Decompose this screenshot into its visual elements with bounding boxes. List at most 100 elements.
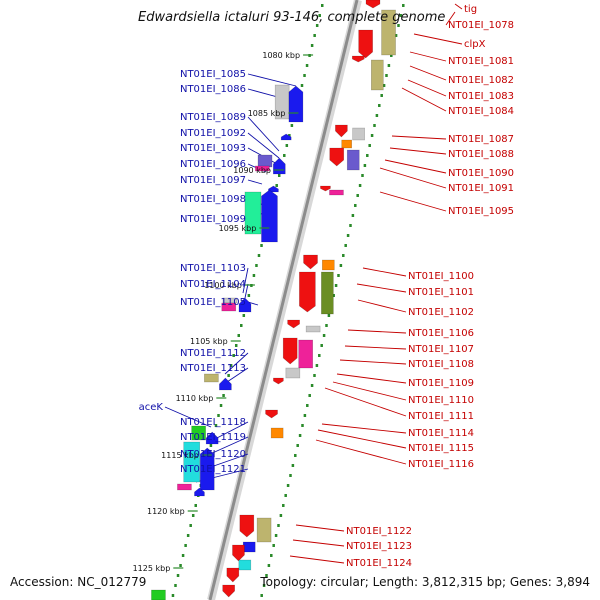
track-dot-right [363,164,367,167]
tick-label-1100-kbp: 1100 kbp [204,281,242,290]
feature-nt01ei-1104 [221,302,237,312]
leader-nt01ei-1122 [295,524,345,532]
feature-nt01ei-1124 [238,559,252,571]
leader-nt01ei-1087 [391,135,447,140]
track-dot-right [375,114,379,117]
leader-nt01ei-1110 [332,381,407,401]
leader-nt01ei-1120 [207,453,249,469]
left-gene-labels: NT01EI_1085 NT01EI_1086 NT01EI_1089 NT01EI_… [139,69,246,475]
track-dot-right [354,204,357,207]
track-dot-right [337,274,340,277]
track-dot-right [270,554,273,557]
tick-label-1115-kbp: 1115 kbp [161,451,199,460]
leader-nt01ei-1103 [242,267,249,294]
track-dot-left [232,354,235,357]
position-ticks: 1080 kbp 1085 kbp 1090 kbp 1095 kbp 1100 kbp… [133,51,314,573]
track-dot-right [402,4,405,7]
feature-nt01ei-1123 [242,541,256,553]
label-tig: tig [464,4,477,15]
track-dot-right [380,94,383,97]
track-dot-left [260,244,263,247]
track-dot-right [332,294,335,297]
gene-nt01ei-1125 [222,584,235,598]
label-nt01ei-1087: NT01EI_1087 [448,134,514,145]
track-dot-left [310,44,314,47]
feature-nt01ei-1121 [177,483,192,491]
track-dot-right [315,364,319,367]
track-dot-left [320,4,324,7]
feature-nt01ei-1088 [352,127,365,141]
track-dot-left [288,134,291,137]
track-dot-left [242,314,246,317]
track-dot-right [397,24,400,27]
track-dot-right [344,244,347,247]
track-dot-left [247,294,251,297]
leader-nt01ei-1090 [384,159,447,174]
track-dot-left [214,424,218,427]
leader-nt01ei-1092 [247,132,280,159]
feature-nt01ei-1126 [151,589,166,600]
feature-nt01ei-1090 [341,139,353,149]
leader-nt01ei-1107 [344,345,407,350]
leader-nt01ei-1123 [292,539,345,547]
leader-nt01ei-1102 [357,299,407,313]
backbone-line [208,0,359,600]
feature-nt01ei-1119 [183,441,201,483]
gene-features [151,0,396,600]
track-dot-left [285,144,289,147]
leader-nt01ei-1100 [362,267,407,277]
leader-nt01ei-1101 [356,283,407,293]
feature-acek [191,425,206,441]
track-dot-right [334,284,338,287]
leader-nt01ei-1078 [445,11,456,26]
tick-label-1085-kbp: 1085 kbp [248,109,286,118]
leader-nt01ei-1104 [244,283,249,299]
track-dot-left [209,444,213,447]
label-nt01ei-1082: NT01EI_1082 [448,75,514,86]
leader-clpx [413,33,463,45]
feature-nt01ei-1122b [256,517,272,543]
label-nt01ei-1095: NT01EI_1095 [448,206,514,217]
track-dot-left [176,574,180,577]
leader-nt01ei-1081 [409,51,447,62]
track-dot-left [222,394,225,397]
track-dot-right [385,74,388,77]
gene-nt01ei-1100 [303,254,318,270]
label-nt01ei-1122: NT01EI_1122 [346,526,412,537]
track-dot-right [294,454,297,457]
track-dot-right [339,264,343,267]
label-nt01ei-1092: NT01EI_1092 [180,128,246,139]
leader-nt01ei-1106 [347,329,407,334]
label-nt01ei-1115: NT01EI_1115 [408,443,474,454]
gene-nt01ei-1106b [287,319,300,329]
gene-nt01ei-1078 [358,29,373,59]
leader-nt01ei-1085 [247,73,297,87]
track-dot-left [184,544,187,547]
track-dot-left [275,184,278,187]
leader-nt01ei-1105 [247,301,259,306]
gene-nt01ei-1099 [261,189,278,243]
label-nt01ei-1097: NT01EI_1097 [180,175,246,186]
gene-nt01ei-1097 [268,185,279,193]
track-dot-left [217,414,220,417]
label-acek: aceK [139,402,164,413]
gene-nt01ei-1095 [320,185,331,192]
track-dot-left [174,584,177,587]
genome-backbone [207,0,362,600]
leader-nt01ei-1091 [379,167,447,189]
track-dot-right [378,104,381,107]
label-nt01ei-1120: NT01EI_1120 [180,449,246,460]
track-dot-right [310,384,314,387]
label-nt01ei-1124: NT01EI_1124 [346,558,412,569]
label-clpx: clpX [464,39,486,50]
track-dot-right [282,504,285,507]
feature-nt01ei-1106 [305,325,321,333]
leader-nt01ei-1119 [207,436,249,456]
leader-nt01ei-1124 [289,555,345,564]
gene-nt01ei-1121b [194,487,205,497]
track-dot-left [194,504,197,507]
label-nt01ei-1118: NT01EI_1118 [180,417,246,428]
label-nt01ei-1103: NT01EI_1103 [180,263,246,274]
